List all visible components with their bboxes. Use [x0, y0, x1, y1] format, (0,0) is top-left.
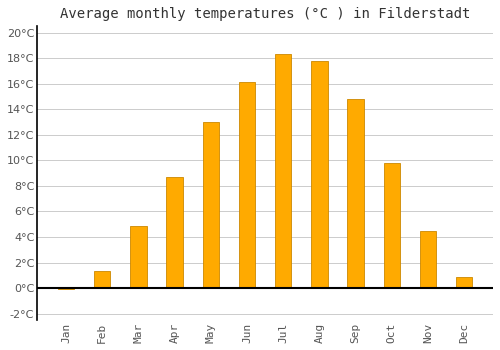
Bar [384, 163, 400, 288]
Bar [239, 83, 255, 288]
Bar [456, 276, 472, 288]
Title: Average monthly temperatures (°C ) in Filderstadt: Average monthly temperatures (°C ) in Fi… [60, 7, 470, 21]
Bar [166, 177, 182, 288]
Bar [202, 122, 219, 288]
Bar [58, 288, 74, 289]
Bar [420, 231, 436, 288]
Bar [348, 99, 364, 288]
Bar [311, 61, 328, 288]
Bar [275, 54, 291, 288]
Bar [130, 225, 146, 288]
Bar [94, 272, 110, 288]
